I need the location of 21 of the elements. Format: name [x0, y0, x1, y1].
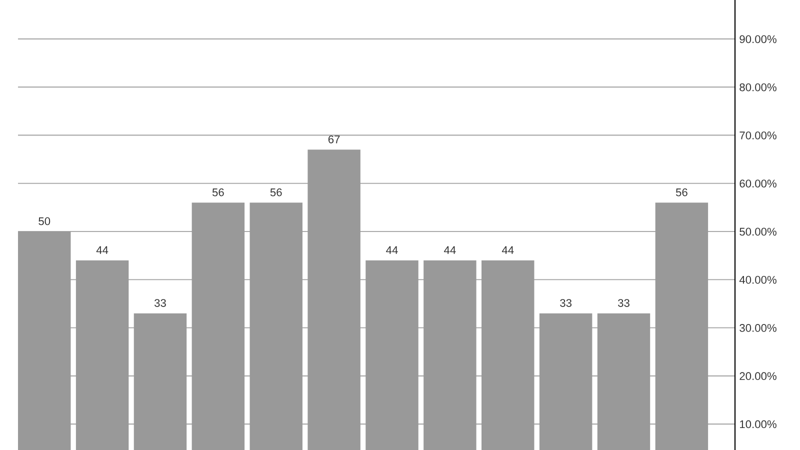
data-label: 44 [444, 246, 456, 254]
data-label: 33 [560, 299, 572, 307]
y-tick-label: 60.00% [740, 180, 776, 188]
y-tick-label: 10.00% [740, 420, 776, 428]
y-tick-label: 50.00% [740, 228, 776, 236]
y-tick-label: 70.00% [740, 132, 776, 140]
y-tick-label: 20.00% [740, 372, 776, 380]
data-label: 33 [154, 299, 166, 307]
data-label: 50 [38, 217, 50, 226]
data-label: 67 [328, 135, 340, 144]
y-tick-label: 40.00% [739, 276, 776, 284]
y-tick-label: 80.00% [740, 83, 776, 92]
data-label: 44 [386, 246, 398, 254]
data-label: 56 [270, 188, 282, 196]
data-label: 44 [96, 246, 108, 254]
data-label: 56 [676, 188, 688, 196]
y-tick-label: 30.00% [740, 324, 776, 332]
data-label: 44 [502, 246, 514, 254]
data-label: 56 [212, 188, 224, 196]
data-label: 33 [618, 299, 630, 307]
y-tick-label: 90.00% [740, 35, 776, 44]
